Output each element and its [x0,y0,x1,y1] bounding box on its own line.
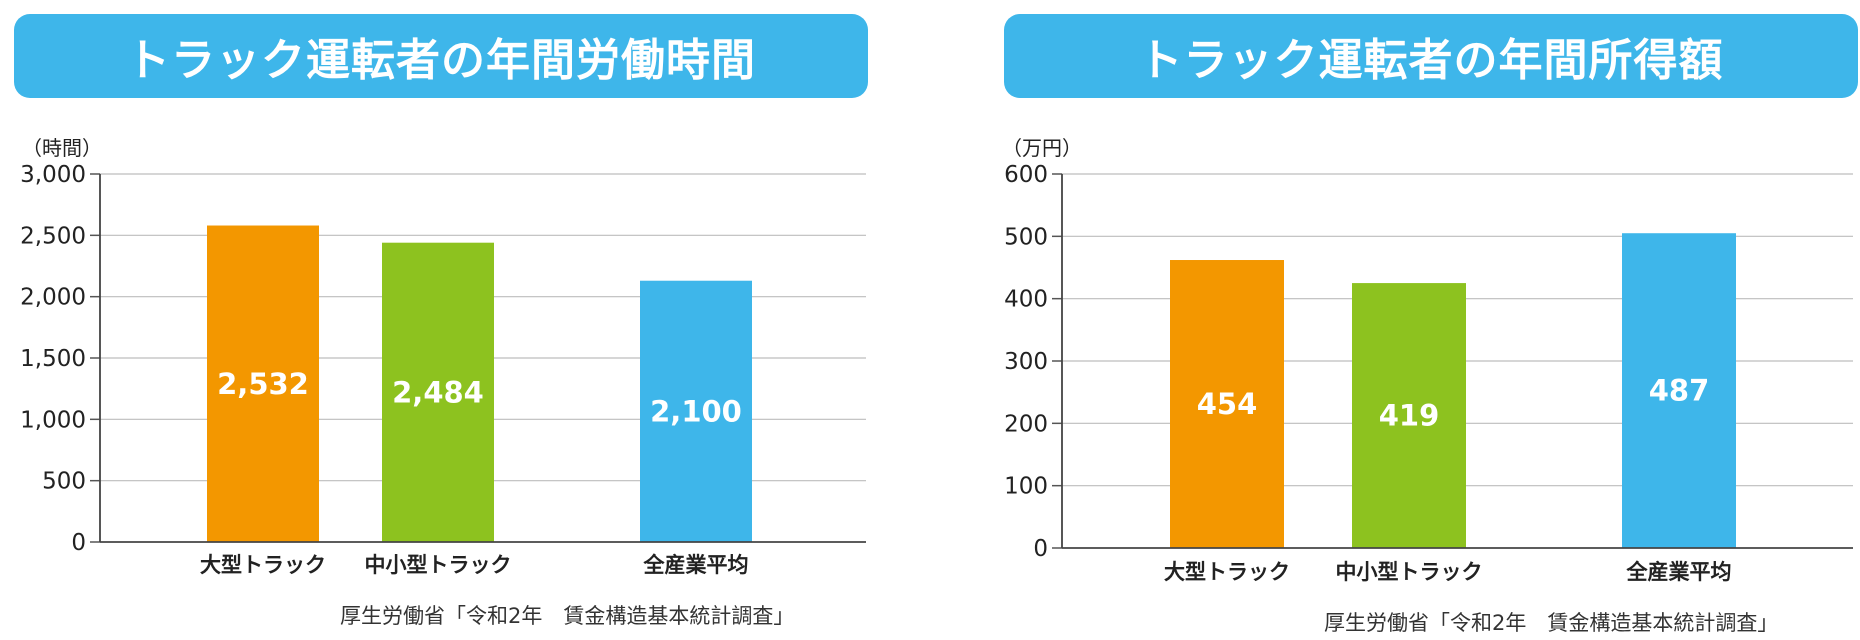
annual-income-chart-panel: トラック運転者の年間所得額 （万円） 0 100 200 300 400 500 600 454… [990,0,1860,640]
y-tick-label: 100 [1004,474,1048,500]
x-category-label: 大型トラック [1164,560,1290,584]
y-axis-unit-label: （万円） [1002,136,1082,160]
chart-title: トラック運転者の年間労働時間 [14,14,868,98]
source-note: 厚生労働省「令和2年 賃金構造基本統計調査」 [1324,611,1779,635]
working-hours-chart: （時間） 0 500 1,000 1,500 2,000 2,500 3,000 2,532 大型… [20,136,866,577]
working-hours-chart-panel: トラック運転者の年間労働時間 （時間） 0 500 1,000 1,500 2,000 2,… [0,0,880,640]
y-tick-label: 200 [1004,411,1048,437]
y-tick-label: 600 [1004,162,1048,188]
x-category-label: 中小型トラック [1336,560,1483,584]
y-tick-label: 0 [1033,536,1048,562]
x-category-label: 全産業平均 [643,553,749,577]
bar [382,242,494,542]
y-tick-label: 1,500 [20,346,86,372]
y-tick-label: 2,500 [20,223,86,249]
bar-value-label: 419 [1379,399,1440,433]
bar [1352,283,1466,548]
chart-title: トラック運転者の年間所得額 [1004,14,1858,98]
y-tick-label: 0 [71,530,86,556]
annual-income-chart: （万円） 0 100 200 300 400 500 600 454 大型トラック 419 中小型トラ… [1002,136,1853,584]
y-tick-label: 500 [42,469,86,495]
bar-value-label: 2,532 [217,367,309,401]
bar-value-label: 487 [1649,374,1710,408]
y-tick-label: 500 [1004,224,1048,250]
x-category-label: 中小型トラック [365,553,512,577]
y-tick-label: 300 [1004,349,1048,375]
bar [1622,233,1736,548]
y-tick-label: 1,000 [20,407,86,433]
bar-value-label: 2,484 [392,375,484,409]
bar [1170,260,1284,548]
bar [640,280,752,542]
bar [207,225,319,542]
y-axis-unit-label: （時間） [22,136,102,160]
y-tick-label: 2,000 [20,285,86,311]
source-note: 厚生労働省「令和2年 賃金構造基本統計調査」 [340,604,795,628]
bar-value-label: 454 [1197,387,1258,421]
y-tick-label: 3,000 [20,162,86,188]
x-category-label: 全産業平均 [1626,560,1732,584]
bar-value-label: 2,100 [650,394,742,428]
y-tick-label: 400 [1004,287,1048,313]
x-category-label: 大型トラック [200,553,326,577]
